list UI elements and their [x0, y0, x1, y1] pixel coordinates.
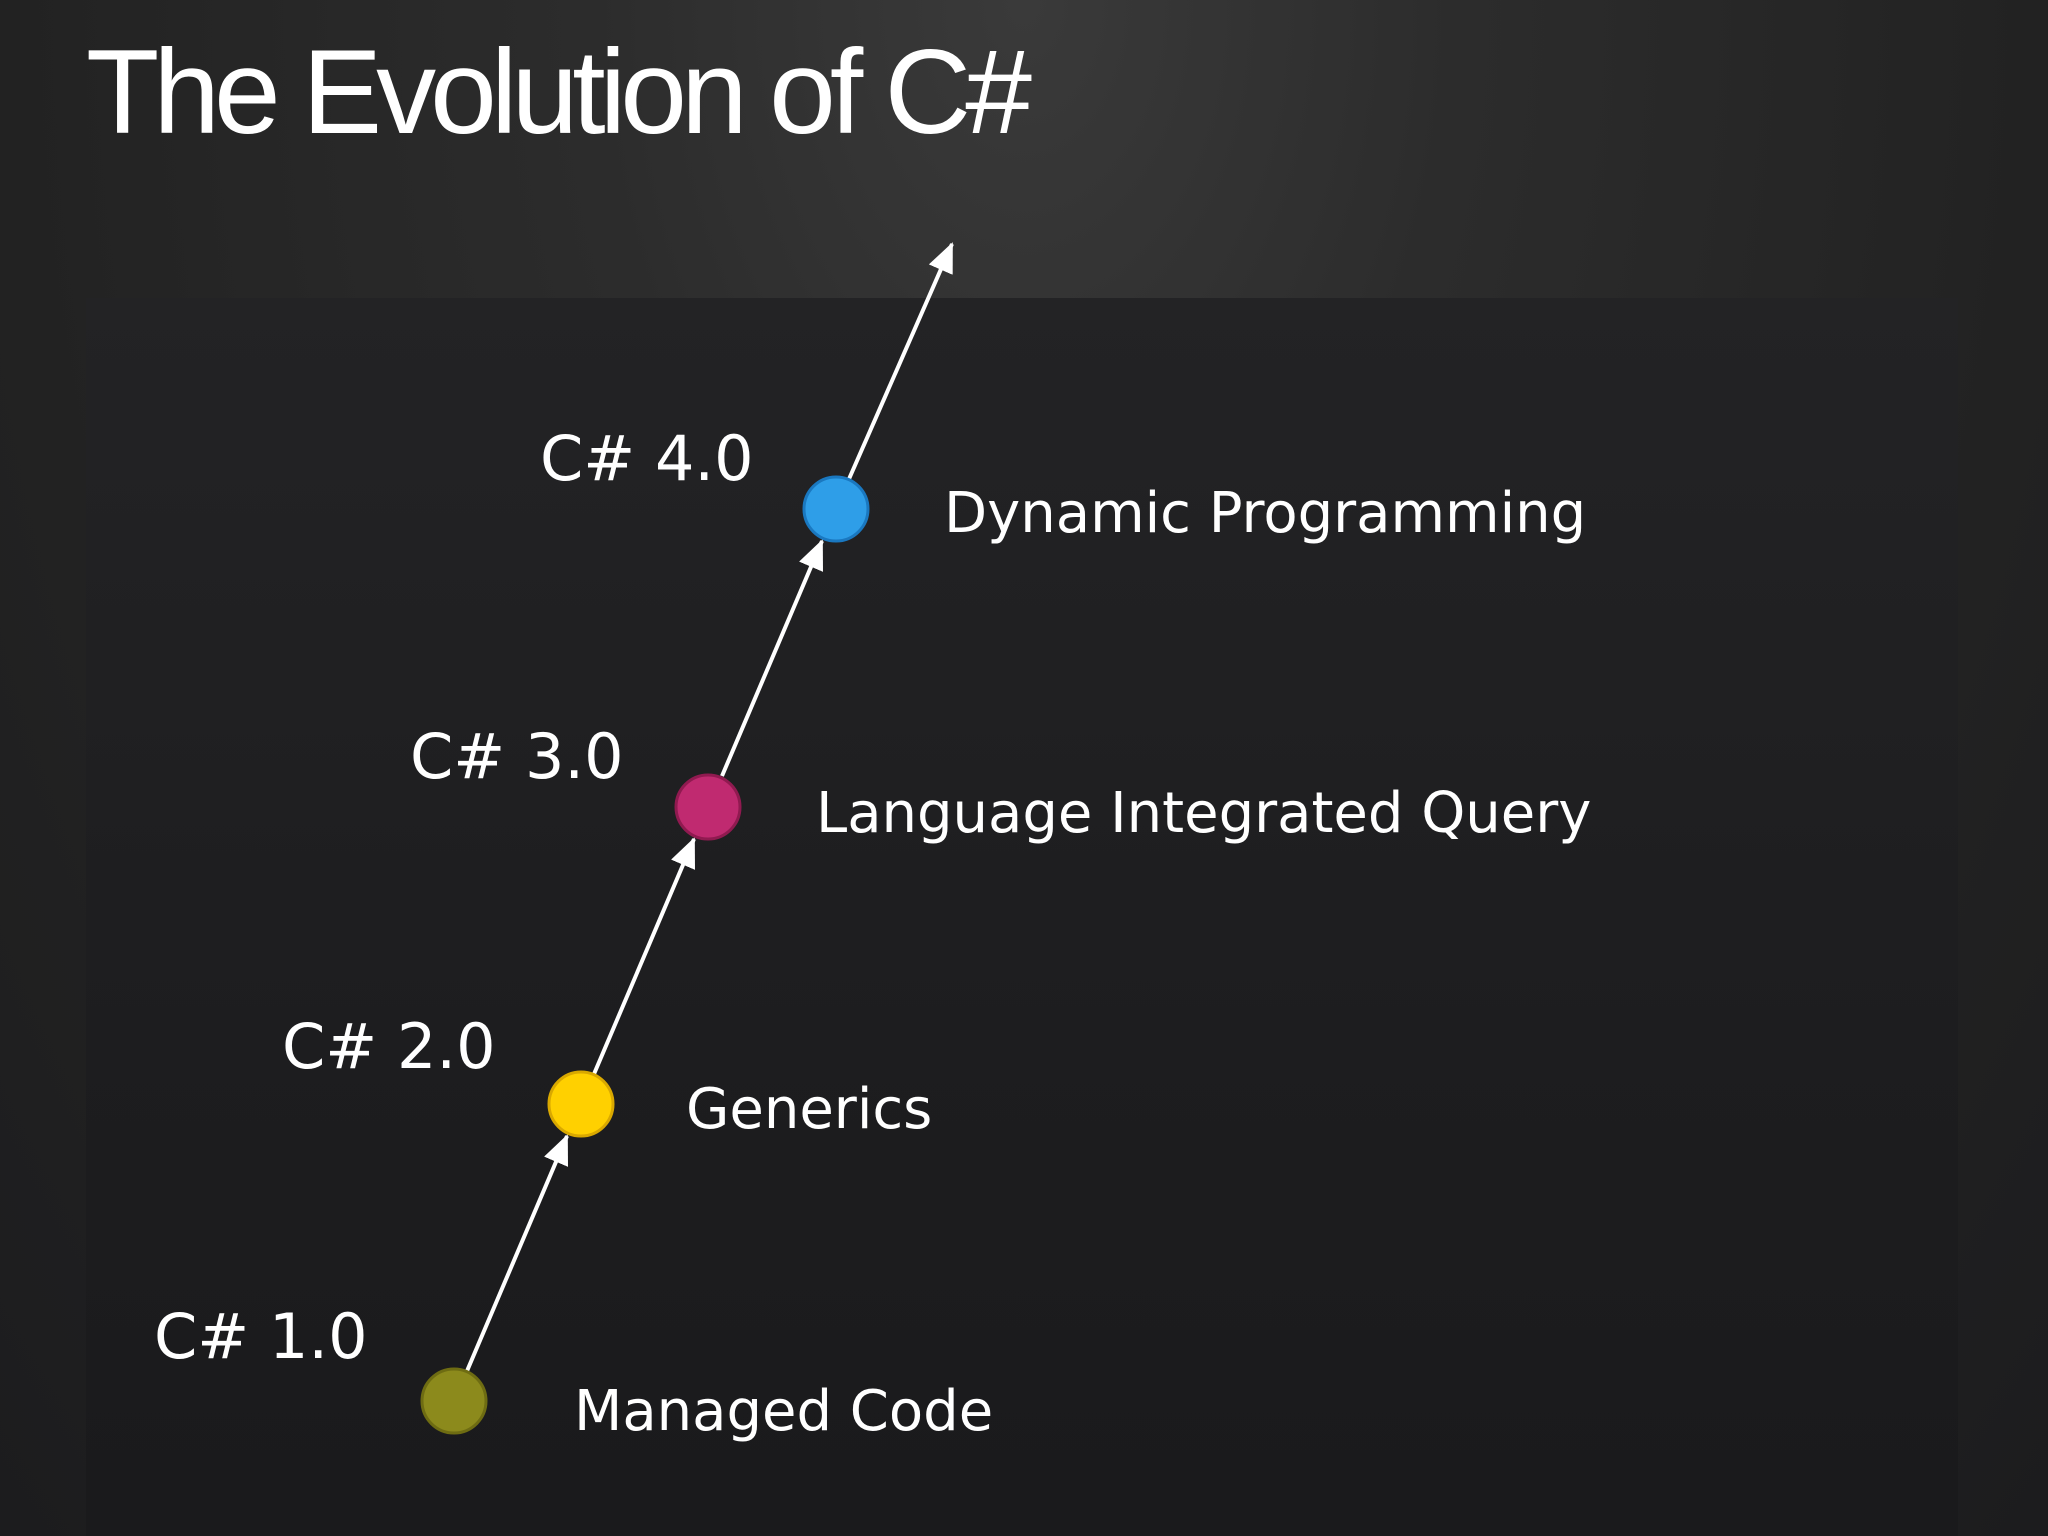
arrow-3-to-4 — [720, 539, 824, 777]
version-label: C# 1.0 — [154, 1300, 368, 1373]
feature-label: Language Integrated Query — [816, 781, 1591, 846]
milestone-csharp-1: C# 1.0 Managed Code — [154, 1300, 993, 1444]
arrow-1-to-2 — [465, 1134, 569, 1372]
version-label: C# 3.0 — [410, 720, 624, 793]
feature-label: Generics — [686, 1077, 932, 1142]
arrow-future — [847, 242, 954, 480]
slide-title: The Evolution of C# — [86, 25, 1032, 159]
milestone-dot — [802, 475, 870, 543]
arrow-2-to-3 — [592, 837, 696, 1075]
milestone-csharp-2: C# 2.0 Generics — [282, 1010, 932, 1142]
feature-label: Managed Code — [574, 1379, 993, 1444]
milestone-csharp-4: C# 4.0 Dynamic Programming — [540, 422, 1586, 546]
milestone-csharp-3: C# 3.0 Language Integrated Query — [410, 720, 1591, 846]
milestone-dot — [420, 1367, 488, 1435]
version-label: C# 2.0 — [282, 1010, 496, 1083]
milestone-dot — [547, 1070, 615, 1138]
milestone-dot — [674, 773, 742, 841]
version-label: C# 4.0 — [540, 422, 754, 495]
feature-label: Dynamic Programming — [944, 481, 1586, 546]
content-panel — [86, 298, 1958, 1536]
